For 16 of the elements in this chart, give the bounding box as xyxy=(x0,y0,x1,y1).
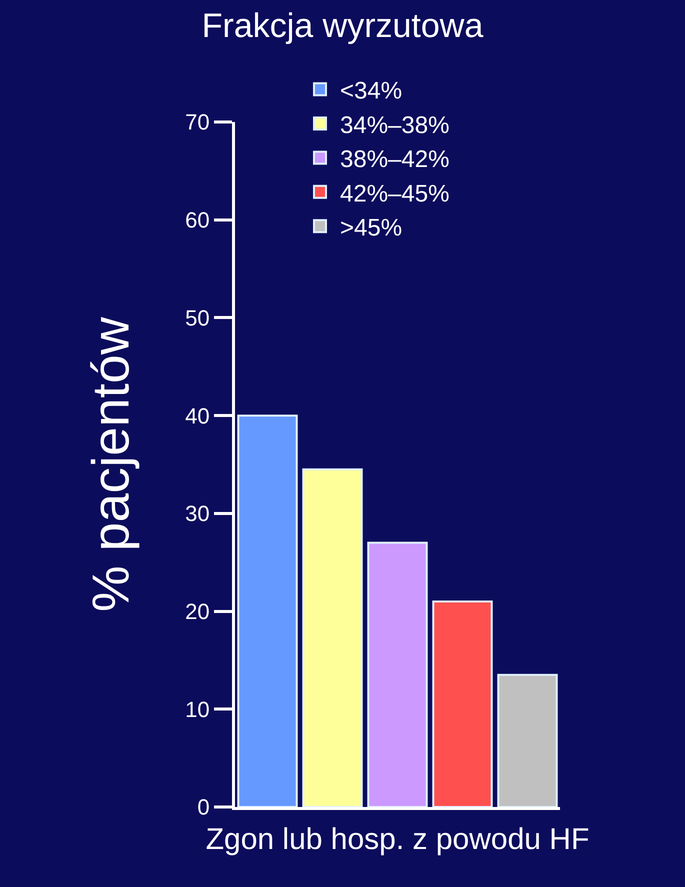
y-tick-label: 50 xyxy=(185,305,210,330)
legend-label: 34%–38% xyxy=(340,112,450,139)
y-tick-label: 30 xyxy=(185,501,210,526)
y-axis-title: % pacjentów xyxy=(82,316,140,612)
legend-label: <34% xyxy=(340,78,402,105)
y-tick-label: 60 xyxy=(185,208,210,233)
legend-label: 38%–42% xyxy=(340,146,450,174)
y-tick-label: 70 xyxy=(185,110,210,135)
y-tick-label: 40 xyxy=(185,403,210,428)
y-tick-label: 10 xyxy=(185,696,210,722)
chart-title: Frakcja wyrzutowa xyxy=(202,7,484,46)
y-tick-label: 0 xyxy=(197,794,210,820)
x-axis-title: Zgon lub hosp. z powodu HF xyxy=(206,822,590,856)
legend-label: 42%–45% xyxy=(340,180,450,208)
y-tick-label: 20 xyxy=(185,598,210,624)
legend-label: >45% xyxy=(340,214,402,242)
